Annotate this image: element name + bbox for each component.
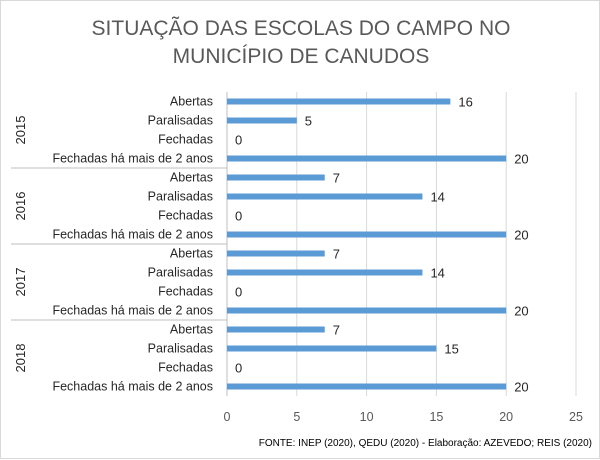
data-label: 15: [444, 342, 458, 357]
chart-title-line: SITUAÇÃO DAS ESCOLAS DO CAMPO NO: [92, 16, 511, 40]
bar: [227, 231, 507, 238]
data-label: 20: [514, 152, 528, 167]
x-tick-label: 20: [499, 410, 513, 424]
category-label: Fechadas: [158, 361, 213, 375]
bar: [227, 174, 325, 181]
data-label: 16: [458, 95, 472, 110]
bar: [227, 193, 423, 200]
category-label: Paralisadas: [148, 266, 213, 280]
category-label: Fechadas: [158, 209, 213, 223]
bar: [227, 345, 437, 352]
data-label: 0: [235, 285, 242, 300]
category-label: Abertas: [170, 95, 213, 109]
bar: [227, 383, 507, 390]
data-label: 7: [333, 247, 340, 262]
category-label: Fechadas: [158, 133, 213, 147]
x-axis-ticks: 0 5 10 15 20 25: [224, 410, 583, 424]
category-label: Paralisadas: [148, 190, 213, 204]
bar: [227, 117, 297, 124]
data-label: 7: [333, 323, 340, 338]
chart-title-line: MUNICÍPIO DE CANUDOS: [173, 45, 430, 68]
year-label: 2017: [13, 268, 28, 297]
data-label: 0: [235, 361, 242, 376]
category-label: Fechadas: [158, 285, 213, 299]
x-tick-label: 15: [429, 410, 443, 424]
chart-title: SITUAÇÃO DAS ESCOLAS DO CAMPO NO MUNICÍPI…: [92, 16, 511, 68]
data-label: 20: [514, 304, 528, 319]
bar: [227, 269, 423, 276]
data-label: 7: [333, 171, 340, 186]
category-label: Paralisadas: [148, 114, 213, 128]
bar: [227, 250, 325, 257]
data-label: 0: [235, 209, 242, 224]
source-note: FONTE: INEP (2020), QEDU (2020) - Elabor…: [259, 438, 592, 449]
data-label: 20: [514, 228, 528, 243]
category-label: Fechadas há mais de 2 anos: [52, 152, 213, 166]
category-label: Fechadas há mais de 2 anos: [52, 380, 213, 394]
x-tick-label: 0: [224, 410, 231, 424]
x-tick-label: 10: [360, 410, 374, 424]
year-label: 2015: [13, 116, 28, 145]
category-label: Fechadas há mais de 2 anos: [52, 304, 213, 318]
x-tick-label: 25: [569, 410, 583, 424]
data-label: 14: [430, 266, 444, 281]
data-label: 14: [430, 190, 444, 205]
year-label: 2016: [13, 192, 28, 221]
bar: [227, 155, 507, 162]
x-tick-label: 5: [293, 410, 300, 424]
category-label: Paralisadas: [148, 342, 213, 356]
data-label: 0: [235, 133, 242, 148]
category-label: Abertas: [170, 171, 213, 185]
category-label: Abertas: [170, 247, 213, 261]
gridlines: [11, 92, 577, 396]
bar: [227, 98, 451, 105]
year-label: 2018: [13, 344, 28, 373]
data-label: 20: [514, 380, 528, 395]
data-label: 5: [305, 114, 312, 129]
bar: [227, 326, 325, 333]
category-label: Abertas: [170, 323, 213, 337]
category-label: Fechadas há mais de 2 anos: [52, 228, 213, 242]
bar: [227, 307, 507, 314]
bars: [227, 98, 507, 390]
